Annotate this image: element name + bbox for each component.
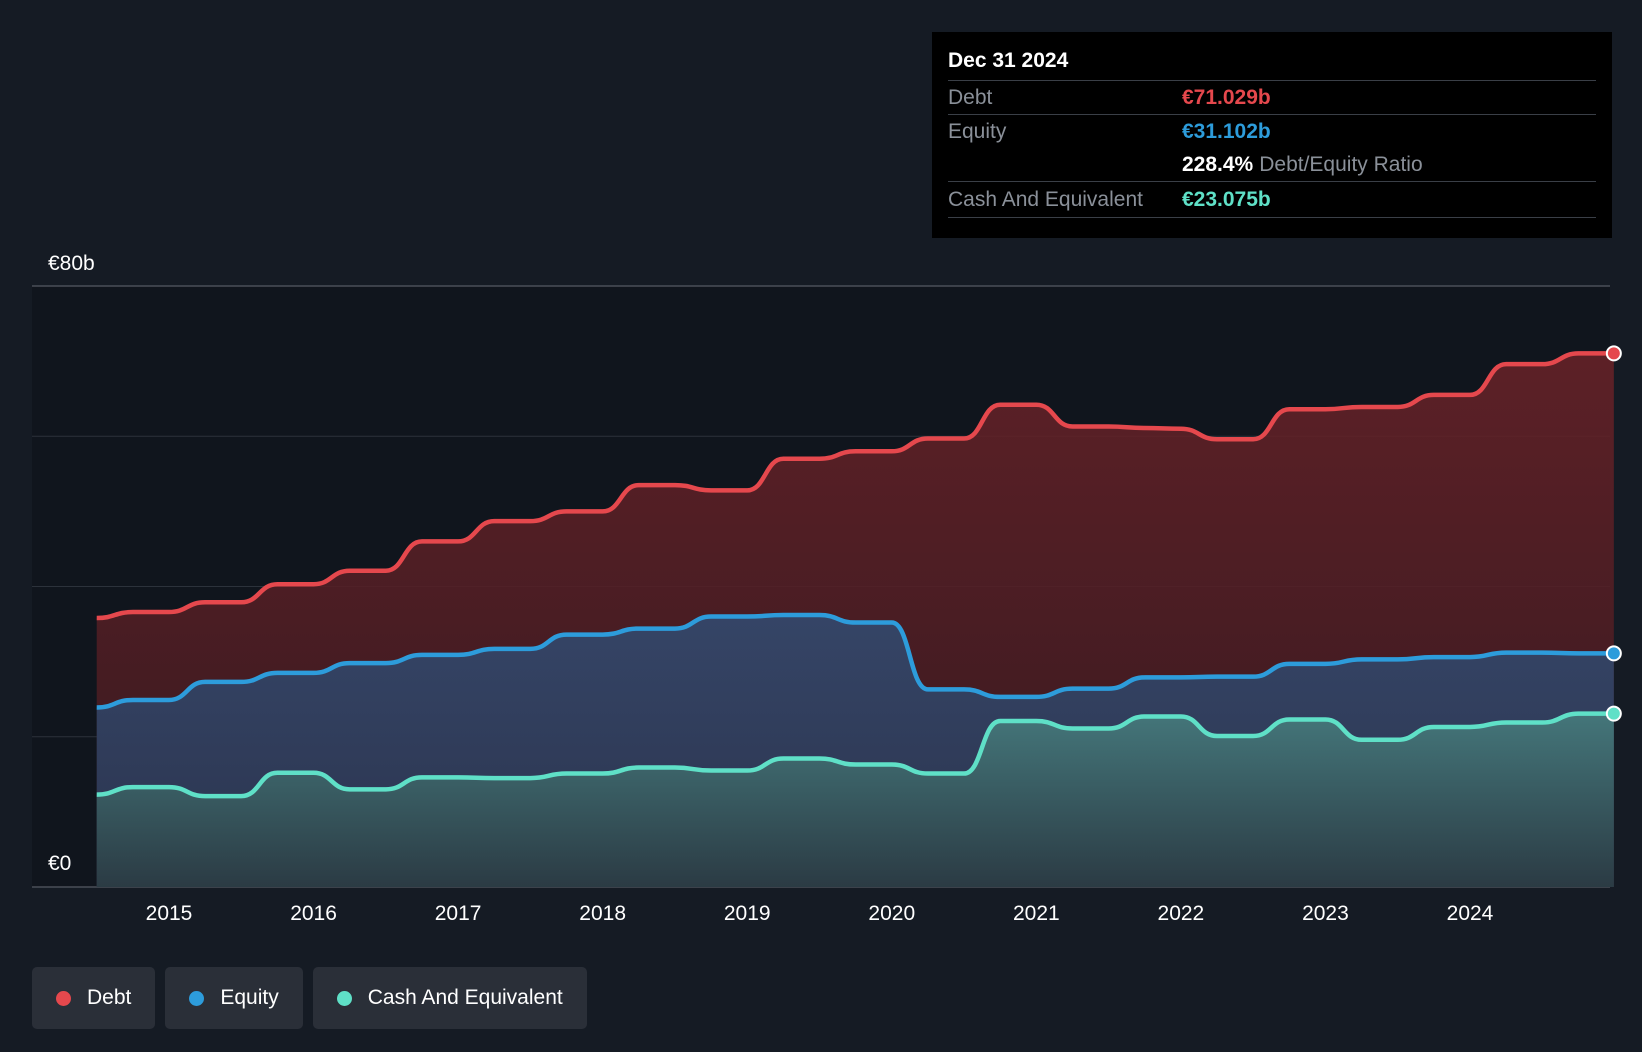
legend-dot-cash-icon <box>336 990 352 1006</box>
x-tick-label-2017: 2017 <box>435 902 482 925</box>
line-equity <box>96 612 1614 710</box>
tooltip-cash-value: €23.075b <box>1182 187 1271 211</box>
x-tick-label-2022: 2022 <box>1158 902 1205 925</box>
y-tick-label-max: €80b <box>48 252 95 275</box>
x-tick-label-2015: 2015 <box>146 902 193 925</box>
chart-legend: Debt Equity Cash And Equivalent <box>32 967 587 1029</box>
legend-label-cash: Cash And Equivalent <box>367 986 563 1009</box>
y-tick-label-zero: €0 <box>48 852 71 875</box>
x-tick-label-2019: 2019 <box>724 902 771 925</box>
tooltip-row-equity: Equity €31.102b <box>948 114 1596 148</box>
x-tick-label-2018: 2018 <box>579 902 626 925</box>
legend-dot-debt-icon <box>56 990 71 1006</box>
tooltip-debt-value: €71.029b <box>1182 85 1271 109</box>
tooltip-date: Dec 31 2024 <box>948 49 1069 72</box>
area-cash <box>96 713 1614 887</box>
tooltip-row-cash: Cash And Equivalent €23.075b <box>948 181 1596 218</box>
x-tick-label-2021: 2021 <box>1013 902 1060 925</box>
tooltip-equity-value: €31.102b <box>1182 119 1271 143</box>
legend-dot-equity-icon <box>189 990 205 1006</box>
x-tick-label-2020: 2020 <box>868 902 915 925</box>
tooltip-row-debt: Debt €71.029b <box>948 80 1596 114</box>
end-marker-equity <box>1605 645 1622 662</box>
legend-item-debt[interactable]: Debt <box>32 967 156 1029</box>
series-areas <box>96 353 1614 887</box>
line-debt <box>96 351 1614 621</box>
legend-label-equity: Equity <box>220 986 279 1009</box>
end-marker-cash <box>1605 705 1622 722</box>
legend-label-debt: Debt <box>87 986 132 1009</box>
line-cash <box>96 711 1614 799</box>
series-end-markers <box>1605 345 1622 722</box>
end-marker-debt <box>1605 345 1622 362</box>
data-tooltip: Dec 31 2024 Debt €71.029b Equity €31.102… <box>932 32 1612 238</box>
axis-ticks: 2015 2016 2017 2018 2019 2020 2021 2022 2023 2024… <box>48 252 1494 925</box>
legend-item-equity[interactable]: Equity <box>165 967 303 1029</box>
series-lines <box>96 351 1614 799</box>
x-tick-label-2024: 2024 <box>1447 902 1494 925</box>
tooltip-ratio-label: Debt/Equity Ratio <box>1259 152 1423 176</box>
tooltip-equity-label: Equity <box>948 119 1007 143</box>
tooltip-ratio-value: 228.4% <box>1182 152 1254 176</box>
tooltip-cash-label: Cash And Equivalent <box>948 187 1143 211</box>
tooltip-debt-label: Debt <box>948 85 993 109</box>
tooltip-row-ratio: 228.4% Debt/Equity Ratio <box>948 148 1596 181</box>
x-tick-label-2023: 2023 <box>1302 902 1349 925</box>
x-tick-label-2016: 2016 <box>290 902 337 925</box>
legend-item-cash[interactable]: Cash And Equivalent <box>312 967 587 1029</box>
